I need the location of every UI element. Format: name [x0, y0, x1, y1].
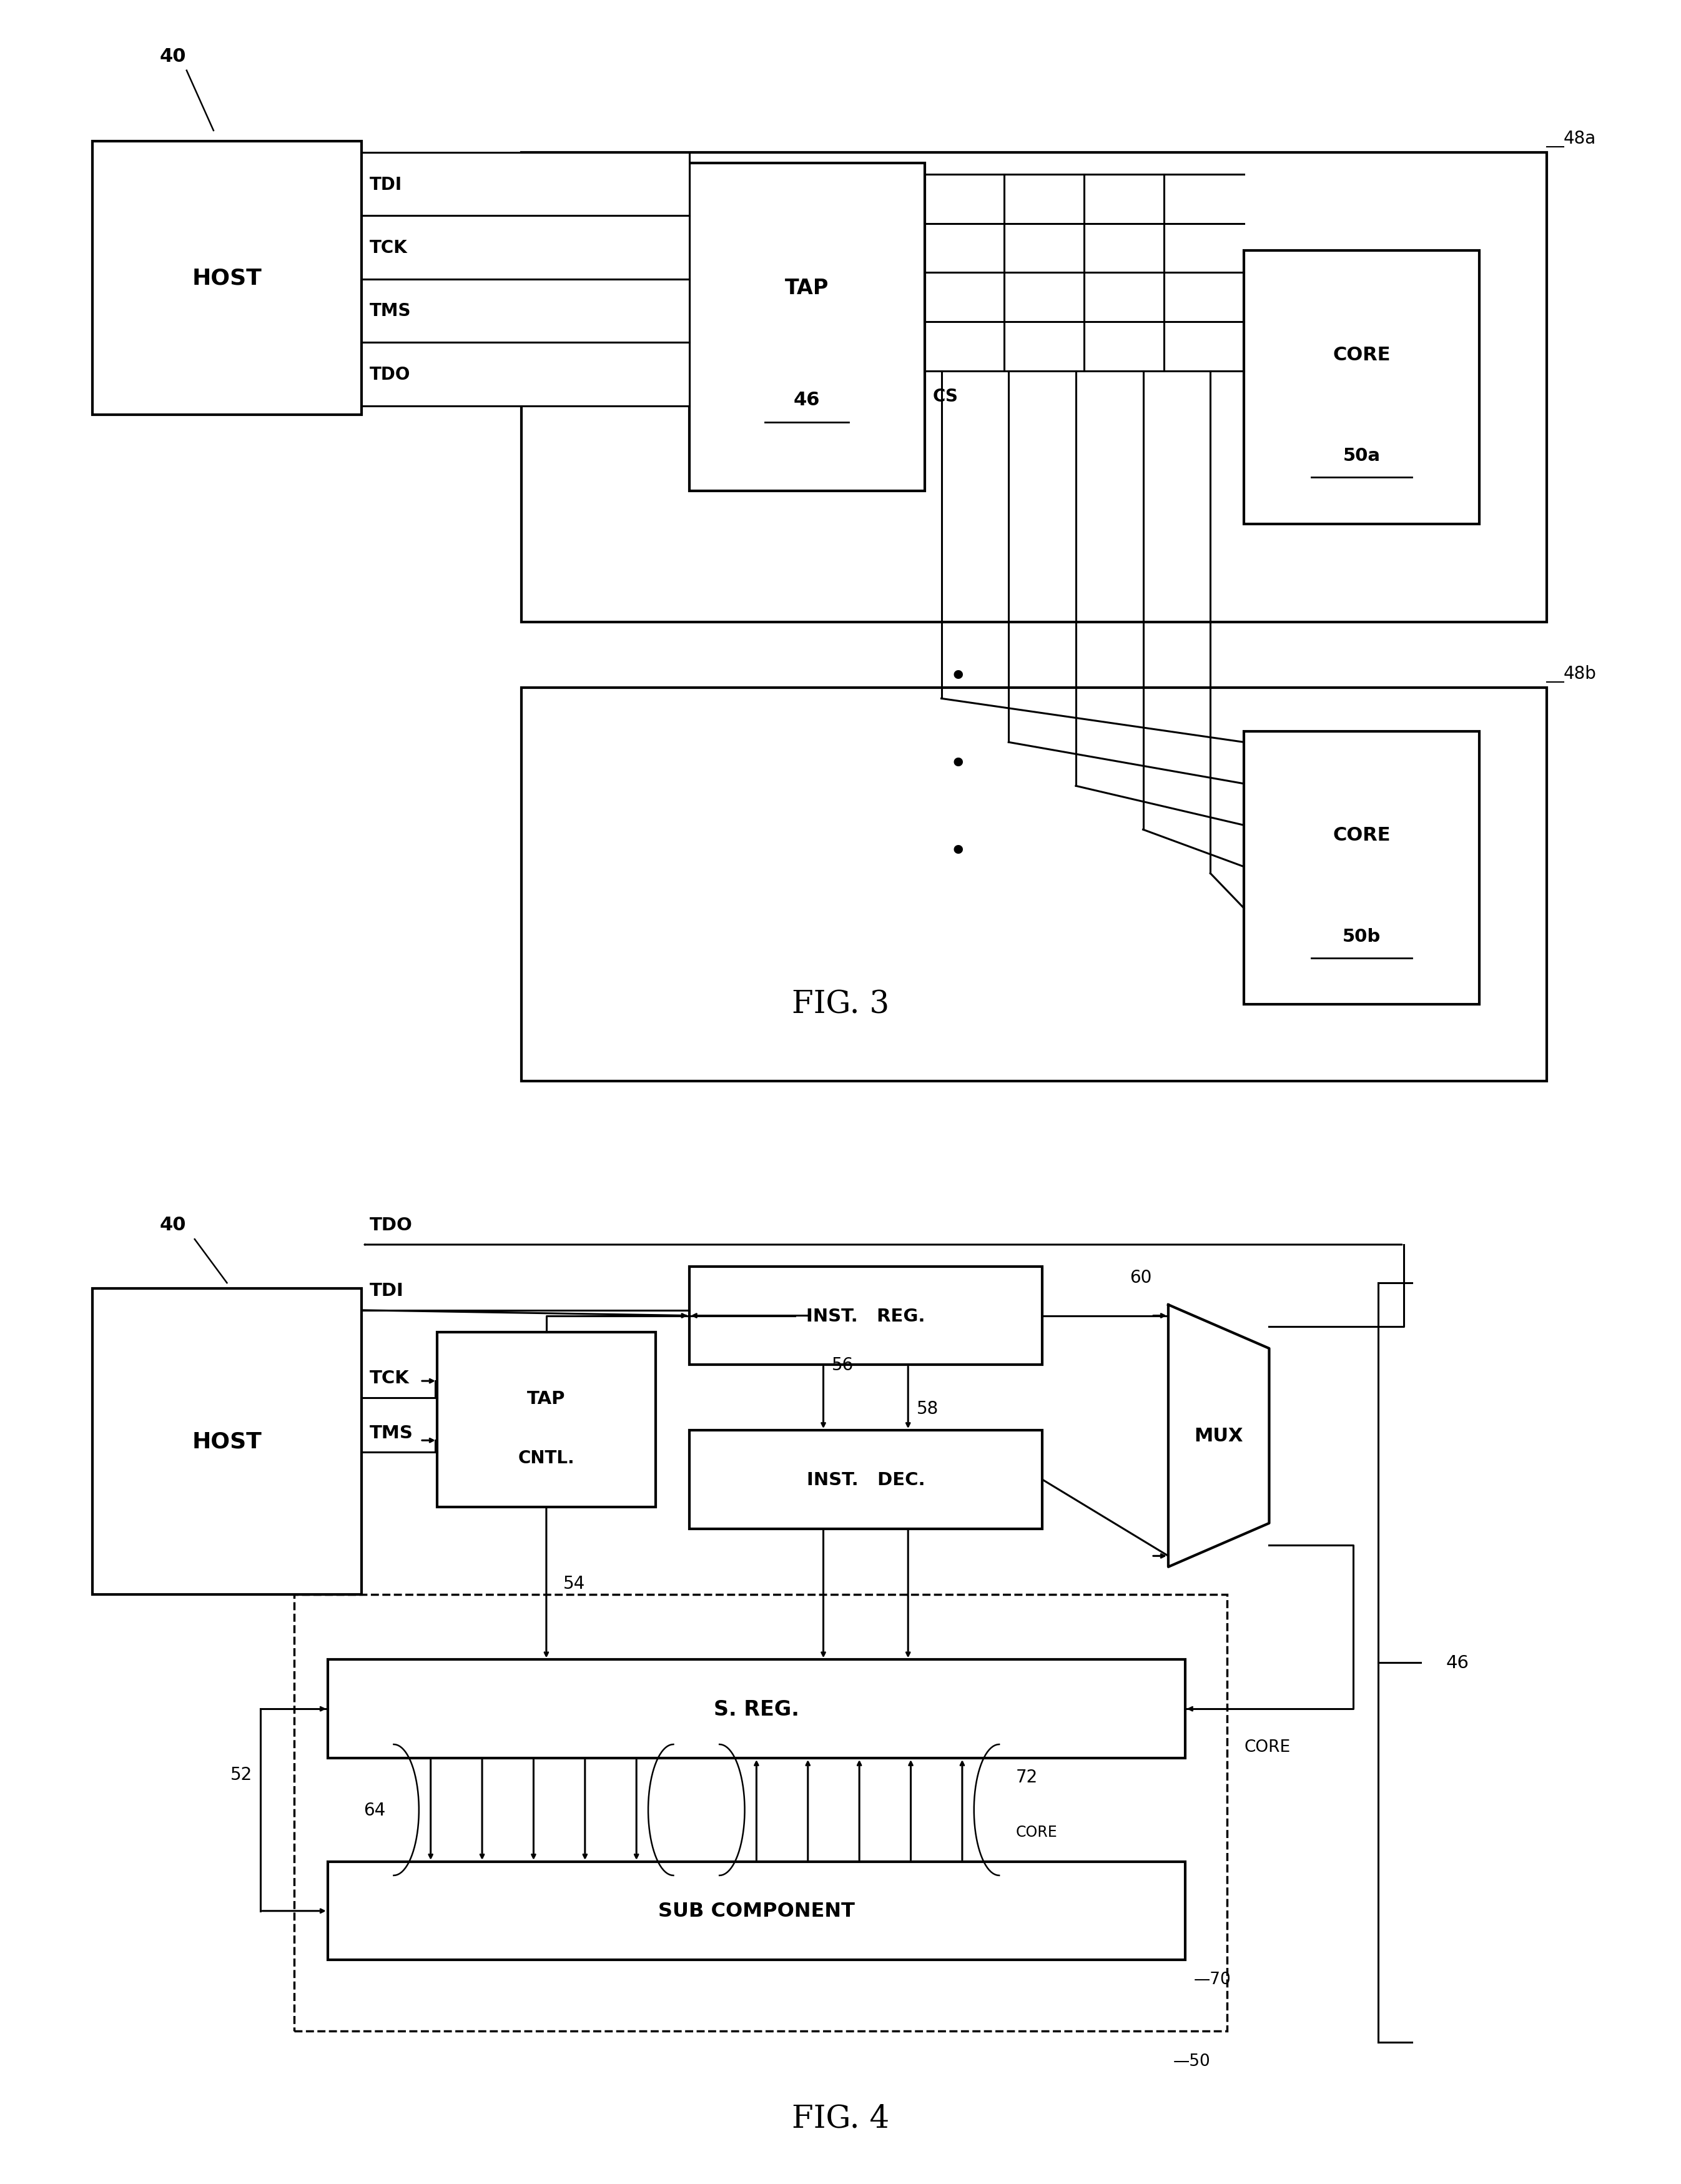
- Text: TCK: TCK: [370, 1369, 410, 1387]
- Text: •: •: [950, 836, 967, 867]
- Text: CORE: CORE: [1333, 345, 1390, 365]
- Bar: [361, 343, 689, 406]
- Bar: [1244, 732, 1479, 1005]
- Text: FIG. 4: FIG. 4: [792, 2103, 889, 2134]
- Text: MUX: MUX: [1194, 1426, 1244, 1446]
- Text: CS: CS: [933, 389, 958, 406]
- Text: TDO: TDO: [370, 365, 410, 384]
- Text: 48b: 48b: [1563, 664, 1597, 681]
- Text: SUB COMPONENT: SUB COMPONENT: [659, 1902, 854, 1920]
- Bar: [361, 153, 689, 216]
- Bar: [328, 1861, 1185, 1961]
- Text: TDI: TDI: [370, 175, 402, 194]
- Text: 60: 60: [1130, 1269, 1151, 1286]
- Text: 40: 40: [160, 48, 187, 66]
- Text: TMS: TMS: [370, 301, 412, 321]
- Text: 64: 64: [363, 1802, 385, 1819]
- Text: 46: 46: [793, 391, 820, 408]
- Text: S. REG.: S. REG.: [714, 1699, 798, 1719]
- Bar: [92, 142, 361, 415]
- Text: 48a: 48a: [1563, 129, 1595, 149]
- Text: INST.   DEC.: INST. DEC.: [807, 1470, 925, 1489]
- Text: CORE: CORE: [1244, 1738, 1291, 1756]
- Text: 52: 52: [230, 1765, 252, 1784]
- Text: •: •: [950, 662, 967, 692]
- Text: HOST: HOST: [192, 269, 262, 288]
- Text: CORE: CORE: [1015, 1824, 1057, 1839]
- Text: TMS: TMS: [370, 1424, 414, 1441]
- Bar: [361, 216, 689, 280]
- Text: CNTL.: CNTL.: [518, 1450, 575, 1468]
- Text: 58: 58: [916, 1400, 938, 1417]
- Text: TDI: TDI: [370, 1282, 403, 1299]
- Bar: [521, 153, 1547, 622]
- Text: TCK: TCK: [370, 238, 408, 258]
- Bar: [92, 1289, 361, 1594]
- Text: —70: —70: [1194, 1970, 1230, 1987]
- Text: 54: 54: [563, 1575, 585, 1592]
- Polygon shape: [1168, 1304, 1269, 1568]
- Bar: [521, 688, 1547, 1081]
- Text: TAP: TAP: [785, 277, 829, 299]
- Text: •: •: [950, 749, 967, 780]
- Bar: [437, 1332, 656, 1507]
- Text: CORE: CORE: [1333, 826, 1390, 845]
- Text: 50a: 50a: [1343, 448, 1380, 465]
- Text: HOST: HOST: [192, 1431, 262, 1452]
- Text: INST.   REG.: INST. REG.: [807, 1306, 925, 1326]
- Bar: [689, 1431, 1042, 1529]
- Text: 72: 72: [1015, 1769, 1037, 1787]
- Bar: [328, 1660, 1185, 1758]
- Text: FIG. 3: FIG. 3: [792, 989, 889, 1020]
- Text: —50: —50: [1173, 2053, 1210, 2068]
- Text: 46: 46: [1446, 1653, 1469, 1671]
- Text: 40: 40: [160, 1216, 187, 1234]
- Bar: [361, 280, 689, 343]
- Bar: [294, 1594, 1227, 2031]
- Bar: [689, 1267, 1042, 1365]
- Bar: [1244, 251, 1479, 524]
- Text: 56: 56: [832, 1356, 854, 1374]
- Text: TAP: TAP: [528, 1389, 565, 1406]
- Text: TDO: TDO: [370, 1216, 414, 1234]
- Text: 50b: 50b: [1343, 928, 1380, 946]
- Bar: [689, 164, 925, 491]
